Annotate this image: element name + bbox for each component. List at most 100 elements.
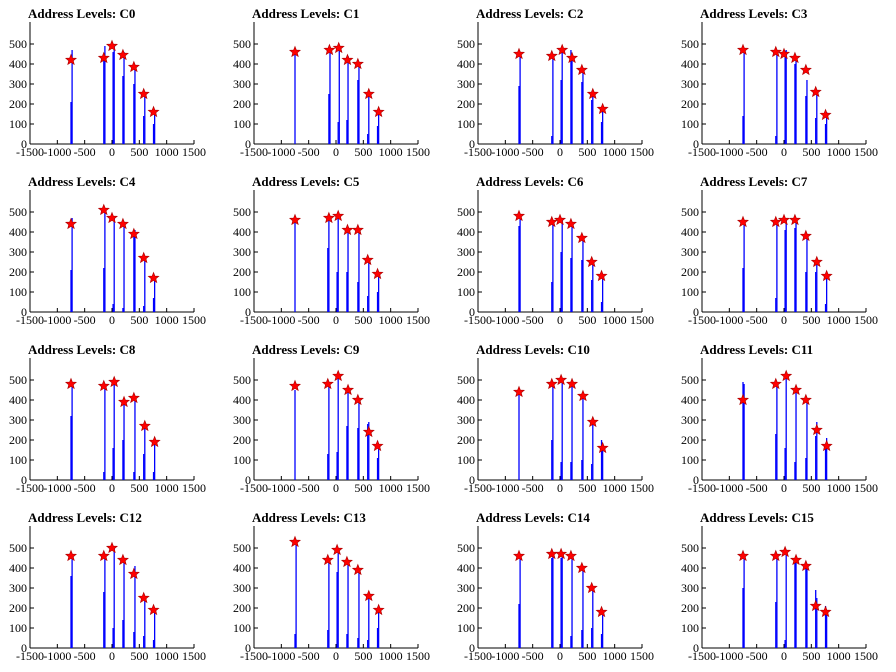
y-tick-label: 300 bbox=[233, 77, 251, 91]
x-tick-label: 1500 bbox=[406, 145, 430, 159]
peak-marker bbox=[97, 203, 110, 216]
x-tick-label: 500 bbox=[802, 649, 820, 663]
y-tick-label: 100 bbox=[233, 621, 251, 635]
peak-marker bbox=[819, 108, 832, 121]
x-tick-label: -500 bbox=[298, 145, 320, 159]
peak-marker bbox=[147, 603, 160, 616]
x-tick-label: 0 bbox=[557, 649, 563, 663]
y-tick-label: 200 bbox=[9, 601, 27, 615]
y-tick-label: 100 bbox=[457, 621, 475, 635]
x-tick-label: -500 bbox=[74, 649, 96, 663]
y-tick-label: 400 bbox=[233, 57, 251, 71]
y-tick-label: 300 bbox=[9, 245, 27, 259]
x-tick-label: 1000 bbox=[827, 313, 851, 327]
x-tick-label: -500 bbox=[746, 649, 768, 663]
panel-title: Address Levels: C12 bbox=[28, 510, 142, 525]
x-tick-label: -1000 bbox=[267, 313, 295, 327]
peak-marker bbox=[372, 105, 385, 118]
panel-title: Address Levels: C11 bbox=[700, 342, 813, 357]
peak-marker bbox=[809, 599, 822, 612]
panel-12: Address Levels: C12 0 100 200 300 400 500 -1500… bbox=[9, 510, 206, 663]
y-tick-label: 100 bbox=[457, 453, 475, 467]
peak-marker bbox=[790, 553, 803, 566]
x-tick-label: 0 bbox=[109, 481, 115, 495]
peak-marker bbox=[97, 549, 110, 562]
peak-marker bbox=[780, 369, 793, 382]
x-tick-label: -1500 bbox=[688, 649, 716, 663]
peak-marker bbox=[799, 393, 812, 406]
peak-marker bbox=[148, 435, 161, 448]
peak-marker bbox=[108, 375, 121, 388]
x-tick-label: -1000 bbox=[715, 481, 743, 495]
peak-marker bbox=[332, 369, 345, 382]
peak-marker bbox=[351, 57, 364, 70]
y-tick-label: 100 bbox=[681, 117, 699, 131]
y-tick-label: 500 bbox=[233, 541, 251, 555]
y-tick-label: 400 bbox=[681, 393, 699, 407]
x-tick-label: -1500 bbox=[240, 649, 268, 663]
x-tick-label: 0 bbox=[557, 145, 563, 159]
panel-6: Address Levels: C60100200300400500-1500-… bbox=[457, 174, 654, 327]
x-tick-label: 0 bbox=[333, 649, 339, 663]
panel-11: Address Levels: C11 0 100 200 300 400 500 -1500… bbox=[681, 342, 878, 495]
x-tick-label: 0 bbox=[781, 145, 787, 159]
x-tick-label: 1000 bbox=[155, 145, 179, 159]
peak-marker bbox=[105, 541, 119, 554]
panel-4: Address Levels: C40100200300400500-1500-… bbox=[9, 174, 206, 327]
panel-title: Address Levels: C13 bbox=[252, 510, 366, 525]
y-tick-label: 400 bbox=[457, 393, 475, 407]
y-tick-label: 500 bbox=[681, 541, 699, 555]
x-tick-label: -1000 bbox=[267, 145, 295, 159]
panel-title: Address Levels: C3 bbox=[700, 6, 808, 21]
x-tick-label: 500 bbox=[130, 145, 148, 159]
x-tick-label: -500 bbox=[522, 481, 544, 495]
y-tick-label: 200 bbox=[457, 601, 475, 615]
x-tick-label: 500 bbox=[130, 481, 148, 495]
y-tick-label: 0 bbox=[21, 473, 27, 487]
y-tick-label: 400 bbox=[9, 57, 27, 71]
x-tick-label: -1500 bbox=[16, 649, 44, 663]
x-tick-label: 500 bbox=[130, 649, 148, 663]
peak-marker bbox=[788, 51, 801, 64]
peak-marker bbox=[371, 267, 384, 280]
x-tick-label: -1500 bbox=[240, 313, 268, 327]
peak-marker bbox=[545, 215, 558, 228]
x-tick-label: 1500 bbox=[406, 313, 430, 327]
peak-marker bbox=[819, 605, 832, 618]
panel-14: Address Levels: C14 0 100 200 300 400 500 -1500… bbox=[457, 510, 654, 663]
y-tick-label: 500 bbox=[233, 373, 251, 387]
y-tick-label: 0 bbox=[21, 641, 27, 655]
x-tick-label: 500 bbox=[130, 313, 148, 327]
x-tick-label: 1500 bbox=[182, 649, 206, 663]
peak-marker bbox=[288, 45, 302, 58]
x-tick-label: 0 bbox=[557, 481, 563, 495]
peak-marker bbox=[799, 559, 812, 572]
peak-marker bbox=[545, 547, 558, 560]
peak-marker bbox=[777, 213, 791, 226]
y-tick-label: 300 bbox=[681, 245, 699, 259]
y-tick-label: 500 bbox=[681, 373, 699, 387]
y-tick-label: 200 bbox=[233, 97, 251, 111]
x-tick-label: -1500 bbox=[688, 145, 716, 159]
y-tick-label: 400 bbox=[681, 225, 699, 239]
y-tick-label: 0 bbox=[21, 305, 27, 319]
x-tick-label: 1000 bbox=[827, 145, 851, 159]
y-tick-label: 400 bbox=[233, 393, 251, 407]
y-tick-label: 200 bbox=[681, 601, 699, 615]
panel-title: Address Levels: C15 bbox=[700, 510, 814, 525]
peak-marker bbox=[566, 51, 579, 64]
x-tick-label: -1000 bbox=[267, 481, 295, 495]
x-tick-label: 1000 bbox=[379, 481, 403, 495]
y-tick-label: 300 bbox=[457, 77, 475, 91]
y-tick-label: 100 bbox=[233, 285, 251, 299]
peak-marker bbox=[575, 231, 588, 244]
peak-marker bbox=[340, 555, 353, 568]
x-tick-label: -500 bbox=[298, 481, 320, 495]
y-tick-label: 100 bbox=[457, 117, 475, 131]
x-tick-label: 1000 bbox=[603, 481, 627, 495]
peak-marker bbox=[105, 211, 119, 224]
peak-marker bbox=[555, 547, 568, 560]
peak-marker bbox=[553, 213, 567, 226]
panel-1: Address Levels: C10100200300400500-1500-… bbox=[233, 6, 430, 159]
y-tick-label: 200 bbox=[9, 433, 27, 447]
